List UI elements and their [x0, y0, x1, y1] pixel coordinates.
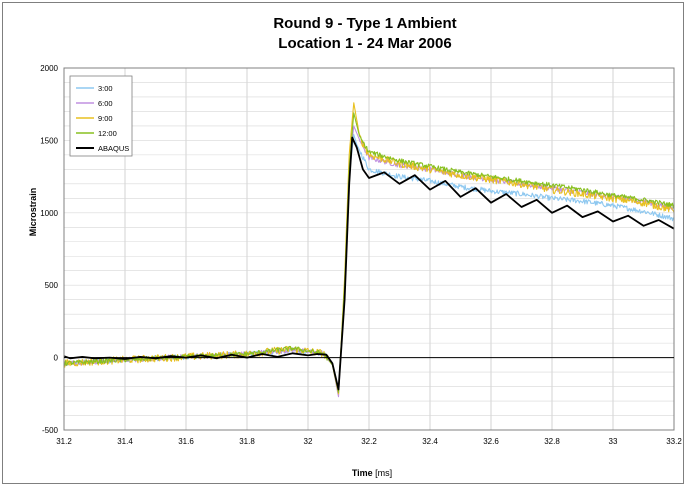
series-line-9-00 [63, 102, 675, 395]
plot-area-border [63, 67, 675, 431]
x-tick-label: 31.8 [239, 437, 255, 446]
chart-title-line2: Location 1 - 24 Mar 2006 [278, 35, 451, 52]
x-axis-label-unit: [ms] [375, 468, 392, 478]
legend-label: ABAQUS [98, 144, 129, 153]
y-tick-label: 0 [54, 354, 59, 363]
y-tick-labels: -500 0 500 1000 1500 2000 [40, 64, 58, 435]
legend-label: 3:00 [98, 84, 113, 93]
y-tick-label: -500 [42, 426, 59, 435]
x-tick-label: 32.6 [483, 437, 499, 446]
legend: 3:00 6:00 9:00 12:00 ABAQUS [69, 75, 133, 157]
x-tick-label: 33 [609, 437, 618, 446]
x-tick-labels: 31.2 31.4 31.6 31.8 32 32.2 32.4 32.6 32.8 33 33.2 [56, 437, 682, 446]
x-tick-label: 31.2 [56, 437, 72, 446]
x-tick-label: 32.2 [361, 437, 377, 446]
chart-title-line1: Round 9 - Type 1 Ambient [273, 15, 456, 32]
y-axis-label: Microstrain [28, 188, 38, 237]
legend-box [69, 75, 133, 157]
grid [63, 67, 675, 431]
y-tick-label: 1000 [40, 209, 58, 218]
legend-label: 12:00 [98, 129, 117, 138]
x-tick-label: 32 [304, 437, 313, 446]
x-tick-label: 33.2 [666, 437, 682, 446]
legend-label: 9:00 [98, 114, 113, 123]
x-axis-label: Time [ms] [352, 468, 392, 478]
series-line-abaqus [63, 136, 675, 391]
x-tick-label: 32.8 [544, 437, 560, 446]
x-axis-label-name: Time [352, 468, 373, 478]
x-tick-label: 31.6 [178, 437, 194, 446]
y-tick-label: 1500 [40, 136, 58, 145]
legend-label: 6:00 [98, 99, 113, 108]
y-tick-label: 500 [45, 281, 59, 290]
x-tick-label: 32.4 [422, 437, 438, 446]
x-tick-label: 31.4 [117, 437, 133, 446]
y-tick-label: 2000 [40, 64, 58, 73]
